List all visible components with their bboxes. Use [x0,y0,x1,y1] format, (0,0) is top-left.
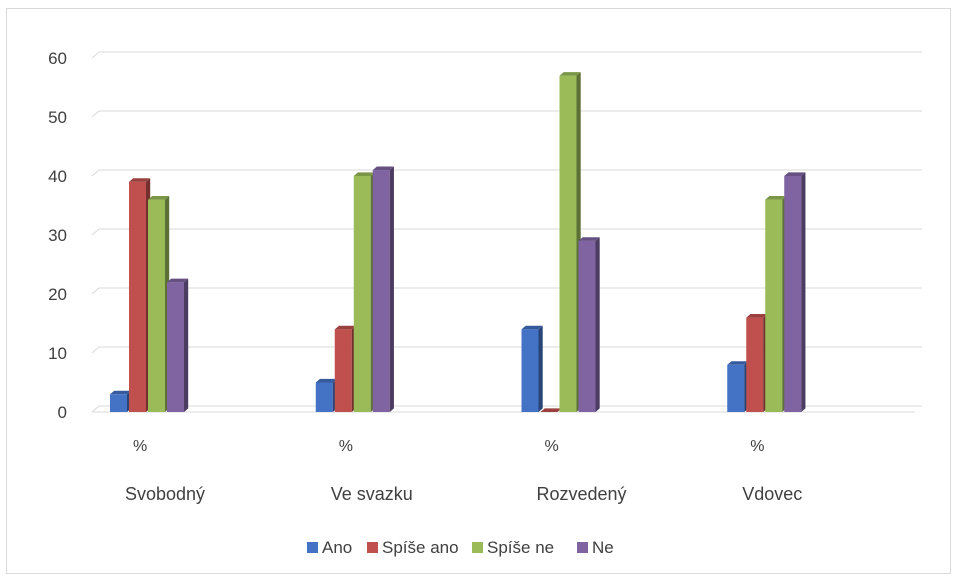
bar-front [784,176,802,412]
bar [540,408,562,412]
y-tick-label: 30 [48,226,67,245]
gridline-depth [91,228,100,236]
y-tick-label: 20 [48,285,67,304]
y-tick-label: 50 [48,108,67,127]
category-sublabel: % [133,438,147,455]
category-label: Vdovec [742,484,802,504]
bar [129,178,151,412]
bar-top [110,390,132,395]
bar-front [765,199,783,412]
gridline-depth [91,51,100,59]
bar-top [784,172,806,176]
bar-top [353,172,375,176]
bar-front [334,329,352,412]
bar-top [540,408,562,412]
legend-swatch [367,542,378,553]
bar [167,278,189,412]
bar-front [559,75,577,412]
legend-swatch [472,542,483,553]
bar [372,166,394,412]
bar-front [578,240,596,412]
bar-top [521,325,543,330]
bar-top [727,361,749,365]
bars [110,72,806,412]
bar-top [559,72,581,76]
legend-label: Spíše ano [382,538,459,557]
legend-swatch [307,542,318,553]
legend: Ano Spíše ano Spíše ne Ne [307,538,614,557]
bar-top [315,378,337,383]
gridline-depth [91,169,100,177]
legend-swatch [577,542,588,553]
legend-label: Spíše ne [487,538,554,557]
category-sublabel: % [750,438,764,455]
y-tick-label: 60 [48,49,67,68]
bar-chart: 0 10 20 30 40 50 60% Svobodný% Ve svazku% Rozvede… [48,49,922,557]
bar [315,378,337,412]
category-label: Ve svazku [331,484,413,504]
y-tick-label: 10 [48,344,67,363]
category-label: Svobodný [125,484,205,504]
bar [559,72,581,412]
y-tick-label: 0 [58,403,67,422]
bar [110,390,132,412]
bar-top [148,196,170,200]
chart-frame: 0 10 20 30 40 50 60% Svobodný% Ve svazku% Rozvede… [6,8,951,574]
bar-side [184,278,189,412]
bar [334,325,356,412]
gridline-depth [91,346,100,354]
gridline-depth [91,110,100,118]
bar-top [167,278,189,283]
bar [578,237,600,412]
legend-label: Ano [322,538,352,557]
bar-side [389,166,394,412]
bar-top [578,237,600,241]
bar-front [129,181,146,412]
bar-side [595,237,600,412]
legend-label: Ne [592,538,614,557]
bar-top [372,166,394,171]
bar-front [110,394,127,412]
bar-front [167,282,184,412]
bar-side [801,172,806,412]
bar-top [129,178,151,182]
gridlines [91,51,922,413]
bar-front [315,382,333,412]
bar-top [746,314,768,318]
category-sublabel: % [339,438,353,455]
bar [746,314,768,412]
bar [521,325,543,412]
bar-top [334,325,356,330]
bar-front [521,329,539,412]
bar-side [538,325,543,412]
y-tick-label: 40 [48,167,67,186]
bar-front [372,170,390,412]
category-sublabel: % [545,438,559,455]
bar-top [765,196,787,200]
bar [765,196,787,412]
bar [727,361,749,412]
gridline-depth [91,405,100,413]
bar-front [727,364,745,412]
bar-front [746,317,764,412]
bar [353,172,375,412]
bar [784,172,806,412]
bar-front [148,199,165,412]
category-label: Rozvedený [537,484,627,504]
gridline-depth [91,287,100,295]
bar [148,196,170,412]
bar-front [353,176,371,412]
